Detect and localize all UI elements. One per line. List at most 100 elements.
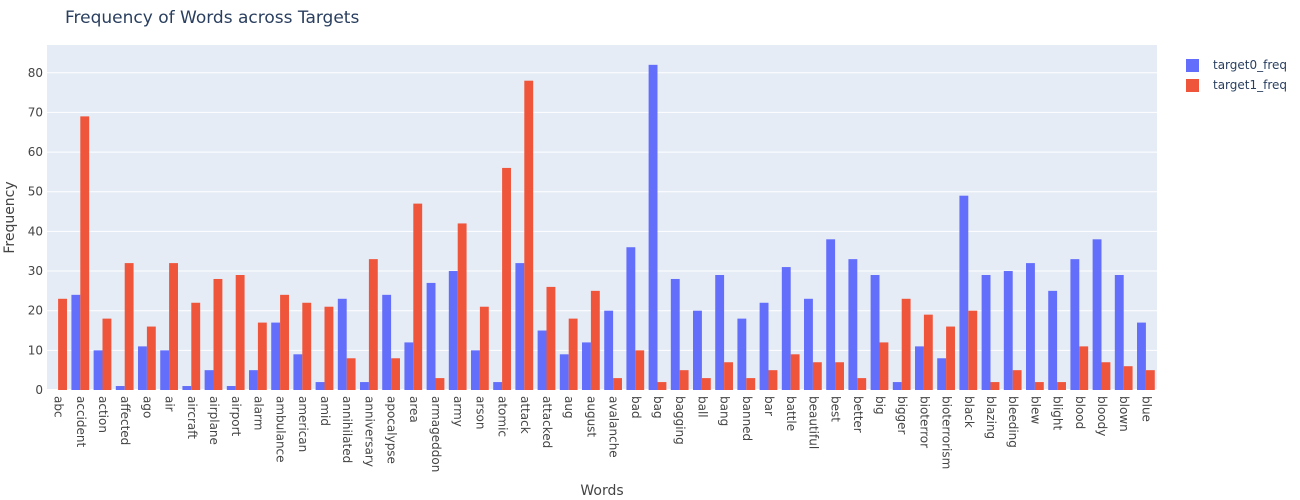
bar-target1_freq-aug[interactable] xyxy=(568,318,578,390)
bar-target1_freq-apocalypse[interactable] xyxy=(391,358,400,390)
bar-target0_freq-blue[interactable] xyxy=(1137,322,1146,390)
bar-target0_freq-ball[interactable] xyxy=(693,310,702,390)
bar-target1_freq-atomic[interactable] xyxy=(502,167,511,390)
bar-target1_freq-bioterrorism[interactable] xyxy=(946,326,955,390)
bar-target0_freq-bang[interactable] xyxy=(715,275,725,390)
legend-item-target0[interactable]: target0_freq xyxy=(1186,55,1287,75)
bar-target0_freq-ago[interactable] xyxy=(138,346,147,390)
bar-target1_freq-attacked[interactable] xyxy=(546,286,556,390)
bar-target0_freq-army[interactable] xyxy=(448,271,458,390)
bar-target0_freq-american[interactable] xyxy=(293,354,303,390)
bar-target0_freq-aircraft[interactable] xyxy=(182,386,192,390)
bar-target0_freq-action[interactable] xyxy=(93,350,103,390)
bar-target0_freq-bleeding[interactable] xyxy=(1003,271,1013,390)
bar-target0_freq-blood[interactable] xyxy=(1070,259,1080,390)
bar-target0_freq-bloody[interactable] xyxy=(1092,239,1102,390)
bar-target0_freq-attack[interactable] xyxy=(515,263,525,390)
bar-target0_freq-banned[interactable] xyxy=(737,318,747,390)
bar-target0_freq-best[interactable] xyxy=(826,239,836,390)
bar-target1_freq-ago[interactable] xyxy=(146,326,156,390)
bar-target0_freq-black[interactable] xyxy=(959,195,969,390)
bar-target0_freq-blazing[interactable] xyxy=(981,275,991,390)
bar-target1_freq-arson[interactable] xyxy=(479,306,489,390)
bar-target1_freq-abc[interactable] xyxy=(58,298,67,390)
bar-target0_freq-bad[interactable] xyxy=(626,247,636,390)
bar-target1_freq-army[interactable] xyxy=(457,223,467,390)
bar-target1_freq-ball[interactable] xyxy=(701,378,711,390)
bar-target0_freq-battle[interactable] xyxy=(781,267,791,390)
bar-target1_freq-blew[interactable] xyxy=(1034,382,1044,390)
bar-target0_freq-bag[interactable] xyxy=(648,64,658,390)
bar-target1_freq-bioterror[interactable] xyxy=(923,314,933,390)
bar-target0_freq-avalanche[interactable] xyxy=(604,310,614,390)
bar-target1_freq-anniversary[interactable] xyxy=(368,259,378,390)
bar-target0_freq-alarm[interactable] xyxy=(249,370,258,390)
bar-target1_freq-big[interactable] xyxy=(879,342,889,390)
bar-target0_freq-aug[interactable] xyxy=(559,354,569,390)
bar-target1_freq-blight[interactable] xyxy=(1057,382,1066,390)
bar-target1_freq-avalanche[interactable] xyxy=(613,378,622,390)
bar-target1_freq-affected[interactable] xyxy=(124,263,134,390)
bar-target1_freq-banned[interactable] xyxy=(746,378,756,390)
bar-target1_freq-bloody[interactable] xyxy=(1101,362,1111,390)
bar-target1_freq-airplane[interactable] xyxy=(213,278,223,390)
bar-target0_freq-amid[interactable] xyxy=(315,382,325,390)
legend[interactable]: target0_freq target1_freq xyxy=(1186,55,1287,95)
bar-target0_freq-blight[interactable] xyxy=(1048,290,1058,390)
bar-target1_freq-air[interactable] xyxy=(169,263,178,390)
bar-target0_freq-atomic[interactable] xyxy=(493,382,503,390)
legend-item-target1[interactable]: target1_freq xyxy=(1186,75,1287,95)
bar-target0_freq-airplane[interactable] xyxy=(204,370,214,390)
bar-target1_freq-blazing[interactable] xyxy=(990,382,1000,390)
bar-target0_freq-august[interactable] xyxy=(582,342,591,390)
bar-target0_freq-bar[interactable] xyxy=(759,302,769,390)
bar-target1_freq-bigger[interactable] xyxy=(901,298,911,390)
bar-target1_freq-better[interactable] xyxy=(857,378,867,390)
bar-target0_freq-blew[interactable] xyxy=(1026,263,1035,390)
bar-target1_freq-amid[interactable] xyxy=(324,306,334,390)
bar-target1_freq-airport[interactable] xyxy=(235,275,245,390)
bar-target1_freq-accident[interactable] xyxy=(80,116,90,390)
bar-target0_freq-beautiful[interactable] xyxy=(804,298,813,390)
bar-target0_freq-bagging[interactable] xyxy=(670,278,680,390)
bar-target0_freq-big[interactable] xyxy=(870,275,880,390)
bar-target0_freq-affected[interactable] xyxy=(115,386,125,390)
bar-target1_freq-blue[interactable] xyxy=(1145,370,1155,390)
bar-target0_freq-armageddon[interactable] xyxy=(426,282,436,390)
bar-target1_freq-alarm[interactable] xyxy=(257,322,267,390)
bar-target0_freq-better[interactable] xyxy=(848,259,858,390)
bar-target0_freq-airport[interactable] xyxy=(226,386,236,390)
bar-target0_freq-apocalypse[interactable] xyxy=(382,294,392,390)
bar-target0_freq-ambulance[interactable] xyxy=(271,322,281,390)
bar-target1_freq-black[interactable] xyxy=(968,310,978,390)
bar-target1_freq-bagging[interactable] xyxy=(679,370,689,390)
bar-target1_freq-armageddon[interactable] xyxy=(435,378,445,390)
bar-target1_freq-august[interactable] xyxy=(590,290,600,390)
bar-target1_freq-american[interactable] xyxy=(302,302,312,390)
bar-target1_freq-area[interactable] xyxy=(413,203,423,390)
bar-target1_freq-attack[interactable] xyxy=(524,80,534,390)
bar-target0_freq-accident[interactable] xyxy=(71,294,81,390)
bar-target1_freq-best[interactable] xyxy=(835,362,844,390)
bar-target1_freq-ambulance[interactable] xyxy=(280,294,289,390)
bar-target0_freq-area[interactable] xyxy=(404,342,414,390)
bar-target1_freq-blown[interactable] xyxy=(1123,366,1133,390)
bar-target1_freq-aircraft[interactable] xyxy=(191,302,201,390)
bar-target0_freq-bioterrorism[interactable] xyxy=(937,358,947,390)
bar-target0_freq-bioterror[interactable] xyxy=(915,346,924,390)
bar-target0_freq-attacked[interactable] xyxy=(537,330,547,390)
bar-target1_freq-beautiful[interactable] xyxy=(812,362,822,390)
bar-target0_freq-air[interactable] xyxy=(160,350,170,390)
bar-target1_freq-blood[interactable] xyxy=(1079,346,1089,390)
bar-target1_freq-bag[interactable] xyxy=(657,382,667,390)
bar-target0_freq-bigger[interactable] xyxy=(892,382,902,390)
bar-target1_freq-bleeding[interactable] xyxy=(1012,370,1022,390)
bar-target0_freq-anniversary[interactable] xyxy=(360,382,369,390)
bar-target0_freq-arson[interactable] xyxy=(471,350,480,390)
bar-target1_freq-annihilated[interactable] xyxy=(346,358,356,390)
bar-target1_freq-action[interactable] xyxy=(102,318,112,390)
bar-target0_freq-annihilated[interactable] xyxy=(337,298,347,390)
bar-target1_freq-bang[interactable] xyxy=(724,362,733,390)
bar-target1_freq-battle[interactable] xyxy=(790,354,800,390)
bar-target1_freq-bad[interactable] xyxy=(635,350,645,390)
